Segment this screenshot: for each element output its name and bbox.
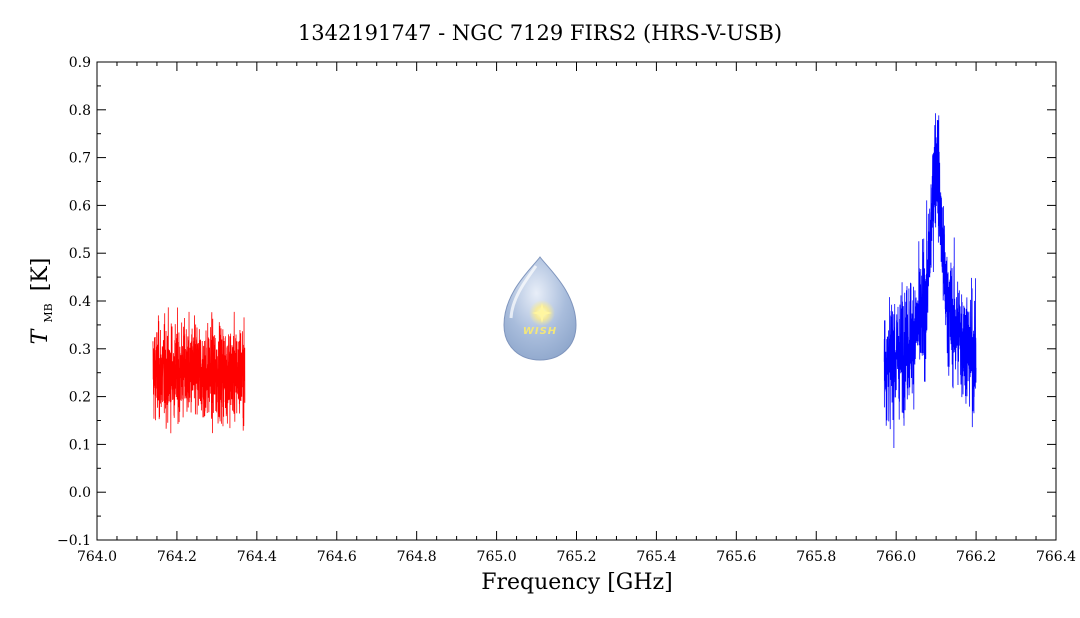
plot-frame <box>96 61 1057 541</box>
x-tick-label: 765.8 <box>796 549 836 565</box>
wish-logo-text: WISH <box>523 326 557 337</box>
spectrum-series-2 <box>883 113 977 449</box>
x-tick-label: 764.2 <box>157 549 197 565</box>
x-axis-label: Frequency [GHz] <box>481 570 673 595</box>
x-tick-label: 765.6 <box>716 549 756 565</box>
star-icon <box>532 303 552 323</box>
y-axis-subscript: MB <box>42 303 55 322</box>
x-tick-label: 765.2 <box>556 549 596 565</box>
y-tick-label: 0.4 <box>69 294 91 310</box>
x-tick-label: 764.8 <box>397 549 437 565</box>
chart-title: 1342191747 - NGC 7129 FIRS2 (HRS-V-USB) <box>298 21 782 45</box>
series-layer <box>152 113 977 449</box>
y-tick-label: 0.7 <box>69 151 91 167</box>
y-tick-label: 0.9 <box>69 55 91 71</box>
x-tick-label: 766.4 <box>1036 549 1076 565</box>
y-axis-symbol: T <box>28 327 53 344</box>
y-tick-label: 0.6 <box>69 198 91 214</box>
y-tick-label: −0.1 <box>57 533 91 549</box>
x-tick-label: 765.4 <box>636 549 676 565</box>
x-tick-label: 764.0 <box>77 549 117 565</box>
axes-layer: 764.0 764.2 764.4 764.6 764.8 765.0 765.2 765.4… <box>57 55 1076 565</box>
y-tick-label: 0.2 <box>69 390 91 406</box>
x-tick-label: 766.2 <box>956 549 996 565</box>
x-tick-label: 764.4 <box>237 549 277 565</box>
y-tick-label: 0.0 <box>69 485 91 501</box>
y-axis-label: T MB [K] <box>28 258 58 345</box>
x-tick-label: 764.6 <box>317 549 357 565</box>
y-tick-label: 0.3 <box>69 342 91 358</box>
y-axis-unit: [K] <box>28 258 53 292</box>
spectrum-series-1 <box>152 307 246 434</box>
x-tick-label: 766.0 <box>876 549 916 565</box>
y-tick-label: 0.8 <box>69 103 91 119</box>
wish-logo: WISH <box>503 256 577 361</box>
y-tick-label: 0.1 <box>69 437 91 453</box>
x-tick-label: 765.0 <box>477 549 517 565</box>
y-tick-label: 0.5 <box>69 246 91 262</box>
